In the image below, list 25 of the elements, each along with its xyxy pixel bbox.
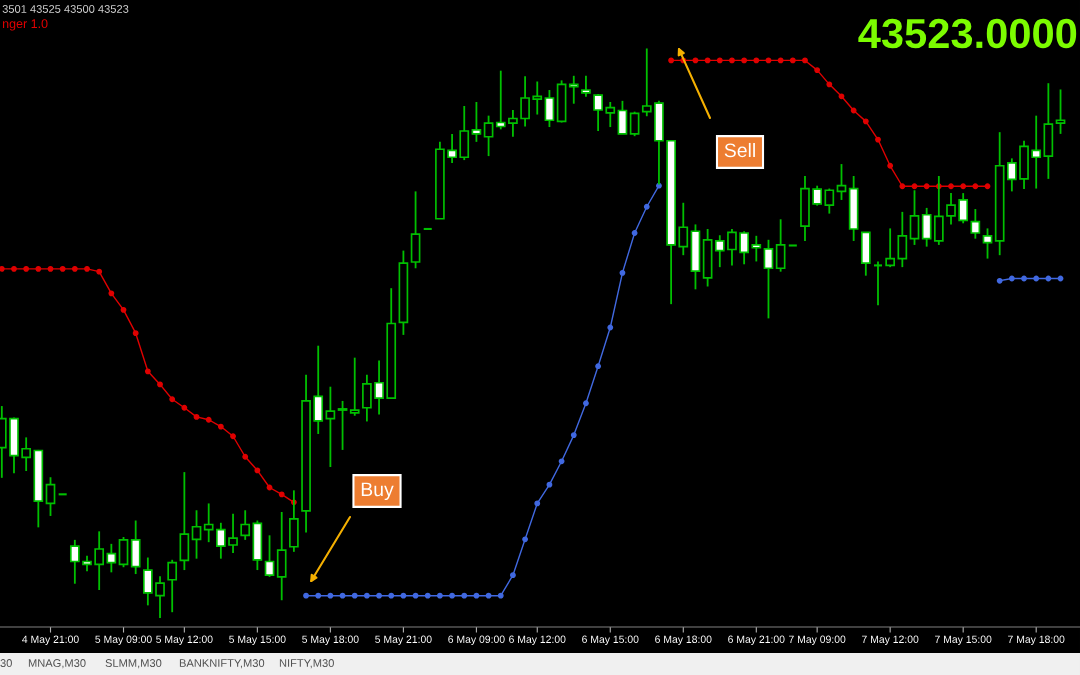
text: 43523.0000: [858, 18, 1077, 49]
annotation: Buy: [361, 482, 394, 501]
text: NIFTY,M30: [279, 659, 334, 669]
x-tick-label: 5 May 09:00: [95, 635, 152, 646]
x-tick-label: 6 May 15:00: [582, 635, 639, 646]
x-tick-label: 4 May 21:00: [22, 635, 79, 646]
annotation: Sell: [724, 142, 755, 158]
chart-title: 3501 43525 43500 43523: [2, 5, 129, 13]
text: BANKNIFTY,M30: [179, 659, 265, 669]
x-tick-label: 6 May 18:00: [655, 635, 712, 646]
x-tick-label: 6 May 12:00: [509, 635, 566, 646]
chart-subtitle: nger 1.0: [2, 19, 48, 31]
x-tick-label: 7 May 09:00: [789, 635, 846, 646]
text: 30: [0, 659, 12, 667]
x-tick-label: 5 May 12:00: [156, 635, 213, 646]
x-tick-label: 7 May 12:00: [862, 635, 919, 646]
x-tick-label: 6 May 09:00: [448, 635, 505, 646]
x-tick-label: 5 May 15:00: [229, 635, 286, 646]
x-tick-label: 5 May 21:00: [375, 635, 432, 646]
x-tick-label: 5 May 18:00: [302, 635, 359, 646]
x-tick-label: 6 May 21:00: [728, 635, 785, 646]
text: SLMM,M30: [105, 659, 162, 669]
x-tick-label: 7 May 18:00: [1008, 635, 1065, 646]
x-tick-label: 7 May 15:00: [935, 635, 992, 646]
text: MNAG,M30: [28, 659, 86, 669]
